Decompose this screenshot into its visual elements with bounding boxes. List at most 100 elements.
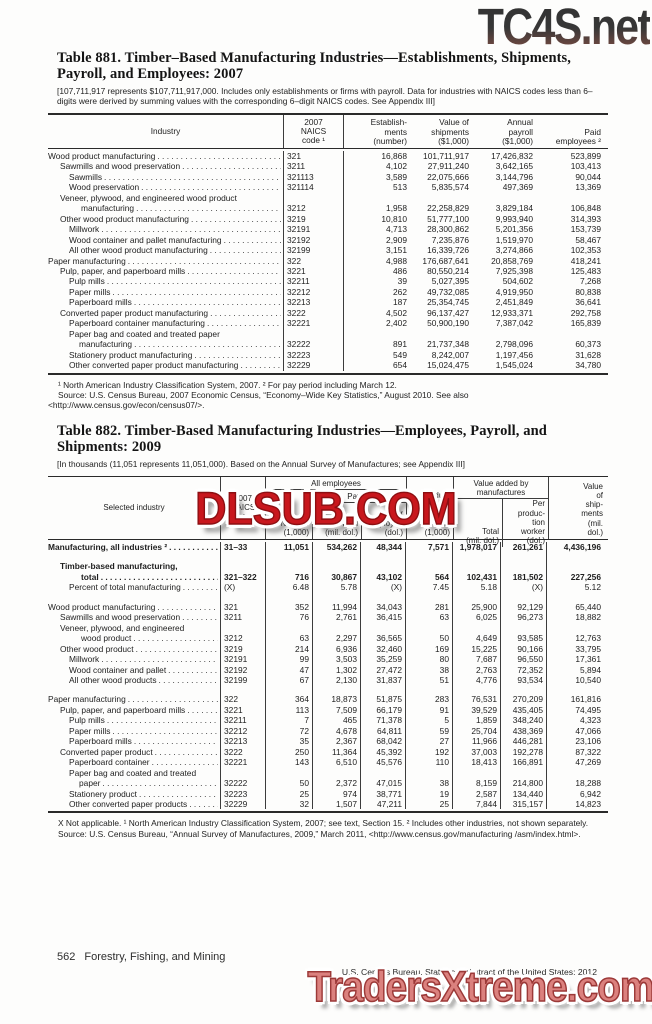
industry-label: Wood container and pallet manufacturing [69, 234, 222, 245]
employees-cell: 292,758 [570, 307, 601, 318]
establishments-cell: 16,868 [343, 151, 410, 162]
payroll-total-cell: 6,510 [312, 757, 360, 768]
table-row: Other wood product manufacturing 3219 10… [48, 213, 608, 225]
payroll-total-cell: 3,503 [312, 654, 360, 665]
industry-cell: Paperboard container manufacturing [48, 318, 283, 328]
industry-label: Pulp mills [69, 276, 105, 287]
table-row: Pulp mills 32211 39 5,027,395 504,602 7,… [48, 276, 608, 287]
industry-label: total [81, 571, 99, 582]
employees-cell: 31,628 [575, 349, 601, 360]
per-production-worker-cell: 90,166 [500, 643, 546, 655]
table-row: Converted paper product manufacturing 32… [48, 307, 608, 319]
dot-leader [169, 542, 218, 552]
shipments-cell: 80,550,214 [427, 265, 469, 276]
shipments-cell: 5,027,395 [431, 276, 469, 287]
per-production-worker-cell: 435,405 [500, 704, 546, 716]
industry-label: Paperboard mills [69, 736, 132, 747]
industry-cell: Wood preservation [48, 182, 283, 192]
dot-leader [207, 318, 281, 328]
industry-label: Pulp, paper, and paperboard mills [60, 704, 186, 715]
industry-cell: Wood container and pallet [48, 665, 220, 675]
per-production-worker-cell: 315,157 [500, 798, 546, 810]
industry-cell: Wood product manufacturing [48, 593, 220, 612]
establishments-cell: 187 [343, 297, 410, 308]
column-header-naics: 2007 NAICS code ¹ [220, 477, 265, 539]
group-label-value-added: Value added by manufactures [454, 477, 548, 500]
table-881-footnote: ¹ North American Industry Classification… [58, 379, 397, 390]
payroll-cell: 7,925,398 [495, 265, 533, 276]
payroll-per-employee-cell: 47,211 [360, 798, 405, 810]
column-header-establishments: Establish- ments (number) [343, 115, 410, 148]
employees-number-cell: 50 [265, 767, 312, 789]
dot-leader [183, 582, 218, 592]
table-row: Sawmills and wood preservation 3211 76 2… [48, 612, 608, 623]
payroll-per-employee-cell: 71,378 [360, 715, 405, 726]
shipments-cell: 27,911,240 [427, 161, 469, 172]
value-of-shipments-cell: 18,288 [546, 767, 604, 789]
employees-cell: 106,848 [570, 203, 601, 214]
payroll-total-cell: 18,873 [312, 685, 360, 705]
payroll-total-cell: 11,994 [312, 592, 360, 613]
industry-cell: Stationery product [48, 789, 220, 799]
employees-cell: 125,483 [570, 265, 601, 276]
table-row: Paperboard mills 32213 35 2,367 68,042 2… [48, 736, 608, 747]
footer-page-info: 562 Forestry, Fishing, and Mining [57, 951, 225, 963]
payroll-per-employee-cell: 38,771 [360, 788, 405, 799]
naics-cell: (X) [220, 582, 265, 593]
naics-cell: 32223 [283, 349, 343, 361]
value-added-total-cell: 76,531 [452, 685, 500, 705]
employees-number-cell: 99 [265, 654, 312, 665]
employees-cell: 103,413 [570, 161, 601, 172]
industry-cell: Paper bag and coated and treated paper [48, 768, 220, 789]
table-row: Percent of total manufacturing (X) 6.48 … [48, 582, 608, 593]
payroll-per-employee-cell: 66,179 [360, 704, 405, 716]
table-row: Stationery product manufacturing 32223 5… [48, 349, 608, 361]
employees-number-cell: 25 [265, 788, 312, 799]
value-of-shipments-cell: 14,823 [546, 798, 604, 810]
naics-cell: 32199 [220, 674, 265, 686]
value-added-total-cell: 4,649 [452, 622, 500, 644]
production-workers-cell: 564 [405, 552, 452, 583]
table-881-title: Table 881. Timber–Based Manufacturing In… [57, 50, 572, 82]
industry-label: Wood product manufacturing [48, 151, 156, 161]
payroll-per-employee-cell: 36,415 [360, 612, 405, 623]
shipments-cell: 21,737,348 [427, 339, 469, 350]
production-workers-cell: 283 [405, 685, 452, 705]
naics-cell: 32222 [220, 767, 265, 789]
shipments-cell: 28,300,862 [427, 224, 469, 235]
production-workers-cell: 51 [405, 674, 452, 686]
dot-leader [139, 789, 218, 799]
per-production-worker-cell: 446,281 [500, 736, 546, 747]
table-row: Paper bag and coated and treated paper 3… [48, 767, 608, 789]
per-production-worker-cell: 348,240 [500, 715, 546, 726]
industry-label-line1: Paper bag and coated and treated paper [69, 328, 220, 339]
value-added-total-cell: 102,431 [452, 552, 500, 583]
dot-leader [112, 726, 218, 736]
naics-cell: 3211 [220, 612, 265, 623]
industry-cell: Sawmills [48, 172, 283, 182]
employees-cell: 7,268 [580, 276, 601, 287]
payroll-total-cell: 534,262 [312, 542, 360, 553]
column-header-value-added-total: Total (mil. dol.) [466, 527, 499, 546]
value-of-shipments-cell: 65,440 [546, 592, 604, 613]
industry-label: Millwork [69, 654, 100, 665]
naics-cell: 32191 [220, 654, 265, 665]
employees-cell: 58,467 [575, 234, 601, 245]
dot-leader [133, 633, 218, 643]
dot-leader [128, 256, 281, 266]
table-row: Paper bag and coated and treated paper m… [48, 328, 608, 350]
column-group-value-added: Value added by manufactures Total (mil. … [453, 477, 548, 548]
per-production-worker-cell: 72,352 [500, 664, 546, 675]
industry-cell: Converted paper product [48, 747, 220, 757]
dot-leader [187, 266, 281, 276]
production-workers-cell: 80 [405, 654, 452, 665]
industry-cell: All other wood products [48, 675, 220, 685]
payroll-cell: 17,426,832 [491, 151, 533, 161]
dot-leader [182, 612, 218, 622]
establishments-cell: 262 [343, 286, 410, 298]
table-row: Veneer, plywood, and engineered wood pro… [48, 622, 608, 644]
value-of-shipments-cell: 23,106 [546, 736, 604, 747]
payroll-total-cell: 465 [312, 715, 360, 726]
dot-leader [155, 747, 218, 757]
production-workers-cell: 169 [405, 643, 452, 655]
